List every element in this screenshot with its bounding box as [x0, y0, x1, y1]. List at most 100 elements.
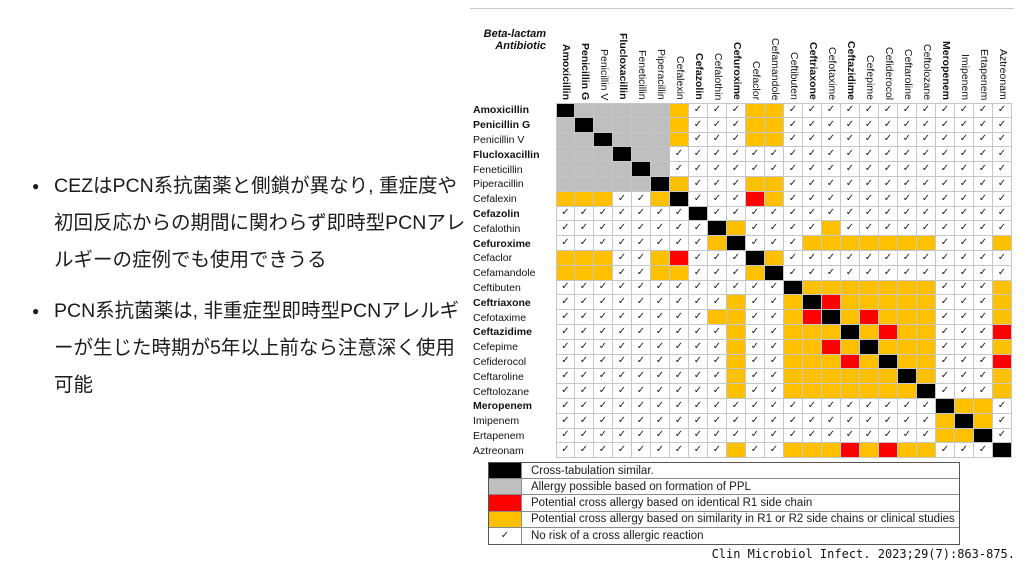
matrix-cell: ✓: [860, 117, 879, 133]
matrix-cell: ✓: [765, 324, 784, 340]
matrix-cell: [860, 295, 879, 311]
matrix-cell: [898, 369, 917, 385]
matrix-cell: ✓: [993, 103, 1012, 118]
matrix-cell: ✓: [841, 117, 860, 133]
matrix-cell: ✓: [974, 191, 993, 207]
matrix-cell: [993, 339, 1012, 355]
matrix-cell: ✓: [689, 413, 708, 429]
matrix-cell: ✓: [974, 443, 993, 459]
matrix-cell: ✓: [594, 236, 613, 251]
matrix-cell: ✓: [708, 384, 727, 399]
matrix-cell: [556, 103, 575, 118]
row-label: Cefiderocol: [473, 355, 527, 368]
matrix-cell: ✓: [822, 413, 841, 429]
matrix-cell: ✓: [651, 324, 670, 340]
col-label: Ceftazidime: [841, 13, 860, 103]
matrix-cell: [765, 191, 784, 207]
matrix-cell: [898, 236, 917, 251]
matrix-cell: [689, 206, 708, 222]
matrix-cell: ✓: [993, 206, 1012, 222]
matrix-cell: ✓: [765, 443, 784, 459]
matrix-cell: ✓: [708, 295, 727, 311]
matrix-cell: ✓: [917, 132, 936, 148]
matrix-cell: [898, 280, 917, 296]
matrix-cell: ✓: [727, 103, 746, 118]
matrix-cell: [841, 310, 860, 325]
matrix-cell: ✓: [803, 250, 822, 266]
matrix-cell: ✓: [575, 384, 594, 399]
matrix-cell: ✓: [556, 221, 575, 237]
matrix-corner-label: Beta-lactam Antibiotic: [470, 13, 556, 103]
matrix-cell: [822, 369, 841, 385]
matrix-cell: ✓: [898, 250, 917, 266]
matrix-cell: ✓: [841, 265, 860, 281]
matrix-cell: ✓: [575, 339, 594, 355]
legend-item: Cross-tabulation similar.: [489, 463, 959, 480]
matrix-cell: [594, 191, 613, 207]
matrix-cell: ✓: [670, 147, 689, 163]
matrix-cell: ✓: [955, 206, 974, 222]
col-label-text: Cefaclor: [750, 60, 762, 100]
matrix-cell: ✓: [632, 310, 651, 325]
col-label: Cefazolin: [689, 13, 708, 103]
matrix-cell: ✓: [860, 176, 879, 192]
matrix-cell: ✓: [784, 250, 803, 266]
citation: Clin Microbiol Infect. 2023;29(7):863-87…: [711, 547, 1015, 561]
matrix-cell: ✓: [822, 265, 841, 281]
matrix-cell: ✓: [746, 310, 765, 325]
matrix-cell: ✓: [993, 398, 1012, 414]
matrix-cell: [651, 117, 670, 133]
matrix-cell: ✓: [594, 354, 613, 370]
matrix-cell: ✓: [613, 369, 632, 385]
matrix-cell: [556, 265, 575, 281]
bullet-item: ● CEZはPCN系抗菌薬と側鎖が異なり, 重症度や初回反応からの期間に関わらず即…: [32, 168, 470, 279]
matrix-cell: ✓: [613, 339, 632, 355]
matrix-cell: ✓: [898, 176, 917, 192]
col-label: Ceftriaxone: [803, 13, 822, 103]
matrix-cell: ✓: [841, 398, 860, 414]
matrix-cell: [765, 250, 784, 266]
col-label-text: Ceftriaxone: [807, 42, 819, 100]
matrix-cell: ✓: [632, 428, 651, 444]
matrix-cell: [784, 280, 803, 296]
matrix-cell: [879, 443, 898, 459]
matrix-cell: ✓: [936, 354, 955, 370]
matrix-cell: ✓: [974, 354, 993, 370]
matrix-cell: ✓: [803, 103, 822, 118]
matrix-cell: ✓: [727, 176, 746, 192]
matrix-cell: [917, 295, 936, 311]
matrix-cell: ✓: [670, 236, 689, 251]
matrix-cell: ✓: [822, 117, 841, 133]
matrix-cell: [917, 324, 936, 340]
matrix-cell: ✓: [632, 339, 651, 355]
matrix-cell: [632, 103, 651, 118]
matrix-cell: ✓: [860, 206, 879, 222]
matrix-cell: ✓: [841, 206, 860, 222]
matrix-cell: ✓: [974, 176, 993, 192]
matrix-cell: ✓: [708, 206, 727, 222]
matrix-cell: ✓: [708, 191, 727, 207]
matrix-cell: ✓: [594, 295, 613, 311]
matrix-cell: [898, 324, 917, 340]
matrix-cell: ✓: [613, 236, 632, 251]
matrix-cell: ✓: [651, 428, 670, 444]
matrix-cell: [822, 443, 841, 459]
matrix-cell: ✓: [689, 265, 708, 281]
col-label-text: Feneticillin: [636, 50, 648, 100]
matrix-cell: ✓: [765, 310, 784, 325]
matrix-cell: [860, 310, 879, 325]
matrix-cell: [917, 236, 936, 251]
matrix-cell: ✓: [575, 236, 594, 251]
matrix-cell: ✓: [765, 162, 784, 177]
matrix-cell: ✓: [955, 191, 974, 207]
col-label-text: Penicillin G: [579, 42, 591, 100]
row-label: Aztreonam: [473, 444, 524, 457]
matrix-cell: ✓: [632, 369, 651, 385]
matrix-cell: ✓: [613, 280, 632, 296]
col-label-text: Cefepime: [864, 55, 876, 100]
matrix-cell: [803, 354, 822, 370]
matrix-cell: ✓: [898, 162, 917, 177]
matrix-cell: ✓: [556, 443, 575, 459]
matrix-cell: ✓: [879, 250, 898, 266]
matrix-cell: [727, 354, 746, 370]
